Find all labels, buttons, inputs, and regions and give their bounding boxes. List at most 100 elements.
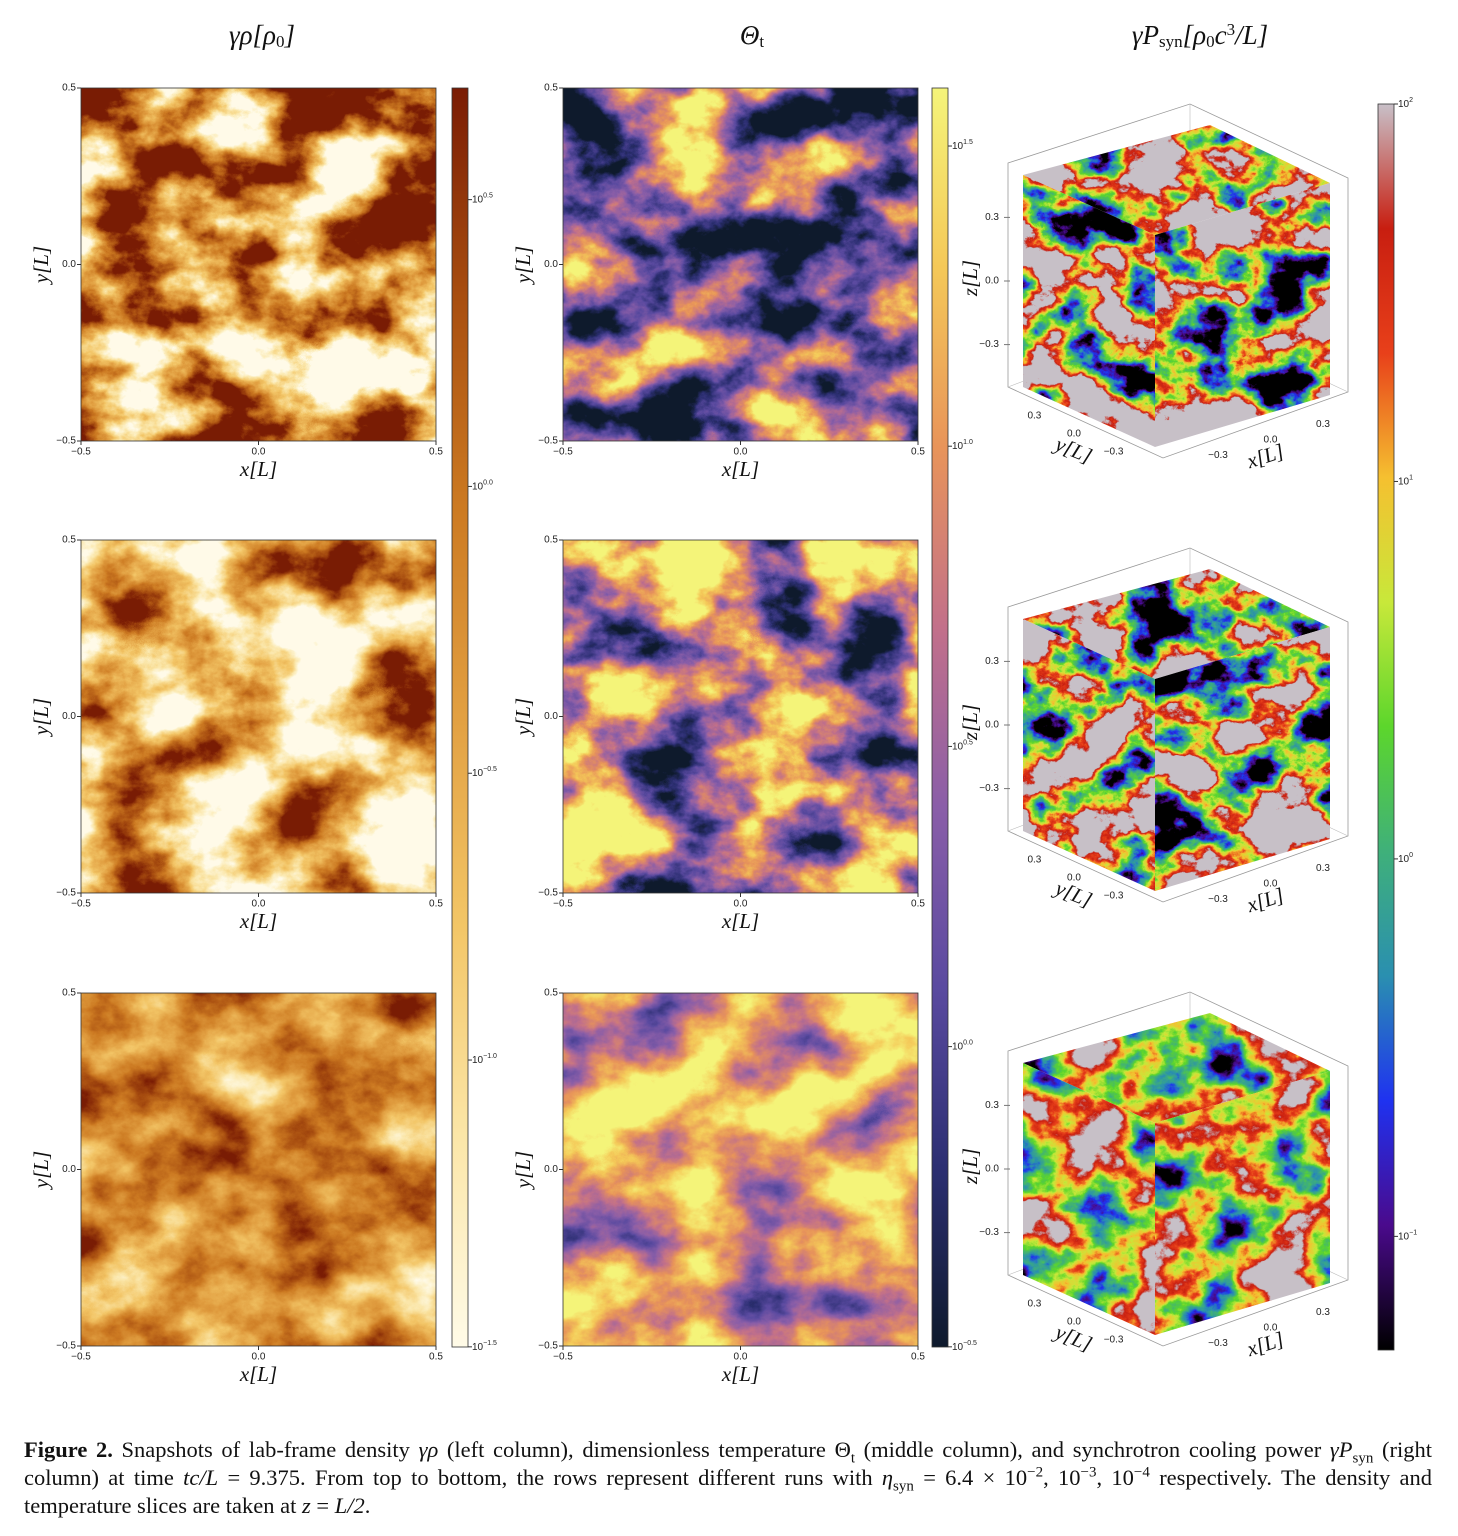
tick-base: 10: [952, 1041, 964, 1052]
tick-base: 10: [472, 194, 484, 205]
x-axis-label: x[L]: [1243, 439, 1287, 474]
x-axis-label: x[L]: [721, 457, 759, 481]
y-tick-label: 0.5: [62, 83, 76, 94]
x-tick-label: 0.3: [1316, 1307, 1330, 1318]
x-tick-label: −0.3: [1208, 450, 1228, 461]
y-axis-label: y[L]: [29, 1151, 53, 1190]
title-part: [ρ: [1183, 20, 1207, 50]
cube-face: [1155, 627, 1330, 891]
title-part: /L]: [1233, 20, 1268, 50]
tick-exponent: −1: [1409, 1229, 1417, 1236]
y-tick-label: 0.0: [62, 259, 76, 270]
colorbar: [1377, 103, 1395, 1351]
tick-base: 10: [952, 1341, 964, 1352]
colorbar-tick-label: 101.0: [952, 439, 973, 452]
x-tick-label: −0.5: [71, 447, 91, 458]
caption-text: z: [301, 1493, 311, 1518]
tick-base: 10: [472, 768, 484, 779]
tick-base: 10: [952, 441, 964, 452]
colorbar-tick-label: 100.0: [952, 1039, 973, 1052]
y-tick-label: −0.3: [1104, 891, 1124, 902]
colorbar-tick-label: 100: [1398, 852, 1413, 865]
colorbar-tick-label: 10−1: [1398, 1229, 1417, 1242]
y-tick-label: 0.0: [1067, 873, 1081, 884]
x-tick-label: 0.5: [429, 447, 443, 458]
caption-text: respectively. The density and temperatur…: [24, 1465, 1433, 1518]
y-axis-label: y[L]: [511, 698, 535, 737]
y-tick-label: 0.3: [1027, 411, 1041, 422]
colorbar-tick-label: 10−0.5: [952, 1340, 977, 1353]
x-axis-label: x[L]: [239, 457, 277, 481]
y-tick-label: −0.5: [538, 888, 558, 899]
tick-base: 10: [472, 481, 484, 492]
x-tick-label: 0.0: [252, 899, 266, 910]
y-tick-label: 0.5: [62, 535, 76, 546]
caption-text: tc/L: [183, 1465, 219, 1490]
y-axis-label: y[L]: [511, 1151, 535, 1190]
x-tick-label: −0.5: [553, 1352, 573, 1363]
slice-image: [81, 540, 436, 893]
y-axis-label: y[L]: [1050, 431, 1095, 468]
column-title: γρ[ρ0]: [229, 20, 295, 51]
x-tick-label: 0.0: [734, 1352, 748, 1363]
title-part: 0: [276, 32, 285, 51]
title-part: ]: [284, 20, 296, 50]
caption-text: (right column) at time: [24, 1437, 1432, 1490]
x-axis-label: x[L]: [1243, 1327, 1287, 1362]
y-tick-label: 0.0: [62, 1164, 76, 1175]
tick-exponent: 0.0: [963, 1039, 973, 1046]
caption-text: = 9.375. From top to bottom, the rows re…: [218, 1465, 882, 1490]
x-tick-label: 0.5: [911, 899, 925, 910]
tick-exponent: 1.0: [963, 439, 973, 446]
y-tick-label: −0.5: [56, 888, 76, 899]
y-tick-label: 0.3: [1027, 1299, 1041, 1310]
x-tick-label: 0.5: [429, 1352, 443, 1363]
z-tick-label: 0.0: [985, 276, 999, 287]
title-part: t: [759, 32, 764, 51]
caption-text: (middle column), and synchrotron cooling…: [854, 1437, 1330, 1462]
slice-image: [81, 88, 436, 441]
x-tick-label: 0.0: [252, 447, 266, 458]
colorbar-tick-label: 100.5: [952, 739, 973, 752]
x-tick-label: 0.5: [911, 447, 925, 458]
slice-image: [563, 540, 918, 893]
caption-text: = 6.4 × 10: [913, 1465, 1028, 1490]
title-part: c: [1215, 20, 1227, 50]
y-tick-label: −0.5: [56, 436, 76, 447]
z-tick-label: −0.3: [979, 1227, 999, 1238]
title-part: Θ: [740, 20, 760, 50]
y-tick-label: −0.5: [538, 1341, 558, 1352]
y-tick-label: 0.3: [1027, 855, 1041, 866]
y-tick-label: −0.3: [1104, 1335, 1124, 1346]
colorbar-tick-label: 100.0: [472, 479, 493, 492]
colorbar-tick-label: 10−0.5: [472, 766, 497, 779]
colorbar-tick-label: 100.5: [472, 192, 493, 205]
y-axis-label: y[L]: [29, 246, 53, 285]
z-tick-label: 0.0: [985, 720, 999, 731]
tick-exponent: −0.5: [483, 766, 497, 773]
tick-base: 10: [1398, 476, 1410, 487]
y-tick-label: 0.5: [544, 988, 558, 999]
colorbar-tick-label: 10−1.5: [472, 1340, 497, 1353]
colorbar-tick-label: 10−1.0: [472, 1053, 497, 1066]
tick-base: 10: [1398, 99, 1410, 110]
caption-text: Snapshots of lab-frame density: [112, 1437, 419, 1462]
y-axis-label: y[L]: [29, 698, 53, 737]
caption-text: γρ: [418, 1437, 439, 1462]
tick-base: 10: [472, 1341, 484, 1352]
caption-text: t: [850, 1450, 855, 1467]
caption-text: , 10: [1096, 1465, 1134, 1490]
x-tick-label: −0.5: [71, 899, 91, 910]
y-axis-label: y[L]: [511, 246, 535, 285]
caption-text: −4: [1133, 1464, 1150, 1481]
tick-exponent: −1.0: [483, 1053, 497, 1060]
slice-image: [563, 993, 918, 1346]
y-tick-label: −0.5: [538, 436, 558, 447]
x-tick-label: 0.0: [734, 447, 748, 458]
caption-text: syn: [893, 1478, 914, 1495]
x-tick-label: 0.5: [429, 899, 443, 910]
slice-image: [81, 993, 436, 1346]
title-part: 3: [1227, 20, 1236, 39]
x-tick-label: 0.0: [1264, 879, 1278, 890]
tick-exponent: 1: [1409, 474, 1413, 481]
